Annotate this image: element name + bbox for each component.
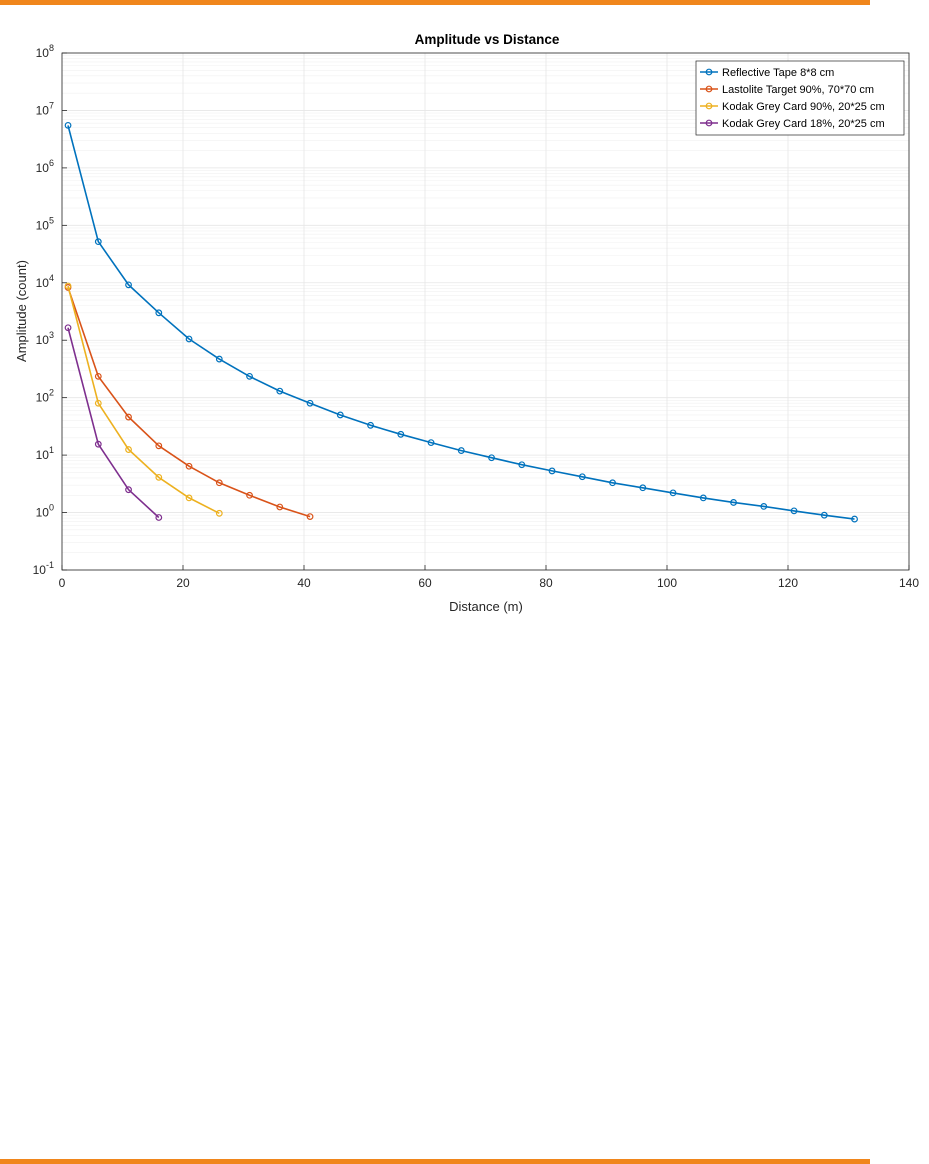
data-point <box>336 411 344 419</box>
data-point <box>125 446 132 453</box>
data-point <box>125 413 132 421</box>
x-tick-label: 40 <box>297 576 311 590</box>
data-point <box>820 511 828 519</box>
data-point <box>125 281 132 289</box>
legend: Reflective Tape 8*8 cm Lastolite Target 9… <box>695 60 905 136</box>
series-group <box>64 282 223 517</box>
legend-entry-label: Kodak Grey Card 90%, 20*25 cm <box>722 101 885 113</box>
x-tick-label: 120 <box>778 576 798 590</box>
data-point <box>185 494 193 502</box>
x-tick-label: 20 <box>176 576 190 590</box>
grid-lines <box>61 52 910 571</box>
data-point <box>306 513 314 521</box>
data-point <box>790 507 798 515</box>
x-tick-label: 100 <box>657 576 677 590</box>
legend-entry-label: Lastolite Target 90%, 70*70 cm <box>722 84 874 96</box>
data-point <box>94 399 102 407</box>
data-point <box>669 489 677 497</box>
x-tick-label: 0 <box>59 576 66 590</box>
data-series <box>64 121 858 523</box>
series-line <box>67 285 220 515</box>
y-tick-label: 106 <box>36 158 54 175</box>
data-point <box>155 442 163 450</box>
amplitude-distance-chart: Amplitude vs Distance 10-110010110210310… <box>14 32 920 614</box>
data-point <box>488 454 495 462</box>
data-point <box>367 421 374 429</box>
x-tick-label: 80 <box>539 576 553 590</box>
data-point <box>64 282 72 290</box>
data-point <box>155 473 163 481</box>
y-tick-label: 100 <box>36 503 54 520</box>
y-tick-label: 102 <box>36 388 54 405</box>
top-orange-rule <box>0 0 870 5</box>
y-tick-label: 104 <box>36 273 54 290</box>
x-axis-label: Distance (m) <box>449 599 523 614</box>
y-tick-label: 107 <box>36 100 54 117</box>
legend-swatch-marker <box>705 102 713 110</box>
data-point <box>851 515 858 523</box>
y-tick-label: 105 <box>36 215 54 232</box>
data-point <box>94 372 102 380</box>
data-point <box>609 479 616 487</box>
series-group <box>64 284 314 521</box>
data-point <box>306 399 314 407</box>
data-point <box>548 467 556 475</box>
data-point <box>155 309 163 317</box>
data-point <box>699 494 707 502</box>
y-tick-label: 10-1 <box>33 560 54 577</box>
legend-entry-label: Reflective Tape 8*8 cm <box>722 67 834 79</box>
y-tick-label: 108 <box>36 43 54 60</box>
series-line <box>67 287 311 518</box>
data-point <box>457 447 465 454</box>
chart-title: Amplitude vs Distance <box>415 32 560 47</box>
data-point <box>185 335 193 343</box>
legend-swatch-marker <box>705 68 713 76</box>
data-point <box>639 484 647 492</box>
data-point <box>215 509 223 517</box>
plot-area-frame <box>61 52 910 571</box>
data-point <box>215 479 223 487</box>
y-axis-label: Amplitude (count) <box>14 260 29 362</box>
x-tick-label: 60 <box>418 576 432 590</box>
data-point <box>397 430 405 438</box>
data-point <box>94 238 102 246</box>
legend-entry-label: Kodak Grey Card 18%, 20*25 cm <box>722 118 885 130</box>
data-point <box>64 324 72 332</box>
data-point <box>215 355 223 363</box>
data-point <box>427 439 435 447</box>
series-line <box>67 327 160 519</box>
data-point <box>64 121 72 129</box>
x-tick-label: 140 <box>899 576 919 590</box>
data-point <box>125 486 132 494</box>
data-point <box>760 502 768 510</box>
data-point <box>276 503 284 511</box>
y-tick-label: 103 <box>36 330 54 347</box>
y-tick-label: 101 <box>36 445 54 462</box>
data-point <box>155 514 163 521</box>
series-group <box>64 324 163 521</box>
data-point <box>730 499 737 506</box>
data-point <box>94 440 102 448</box>
data-point <box>246 372 253 380</box>
legend-box <box>695 60 905 136</box>
data-point <box>578 473 586 481</box>
data-point <box>185 462 193 470</box>
data-point <box>518 461 526 469</box>
legend-swatch-marker <box>705 119 713 127</box>
series-group <box>64 121 858 523</box>
legend-swatch-marker <box>705 85 713 93</box>
bottom-orange-rule <box>0 1159 870 1164</box>
axis-ticks: 10-1 100 101 102 103 104 105 106 107 108 0 20 40 60 80… <box>33 43 920 590</box>
series-line <box>67 125 855 520</box>
data-point <box>276 387 284 395</box>
data-point <box>246 491 253 499</box>
